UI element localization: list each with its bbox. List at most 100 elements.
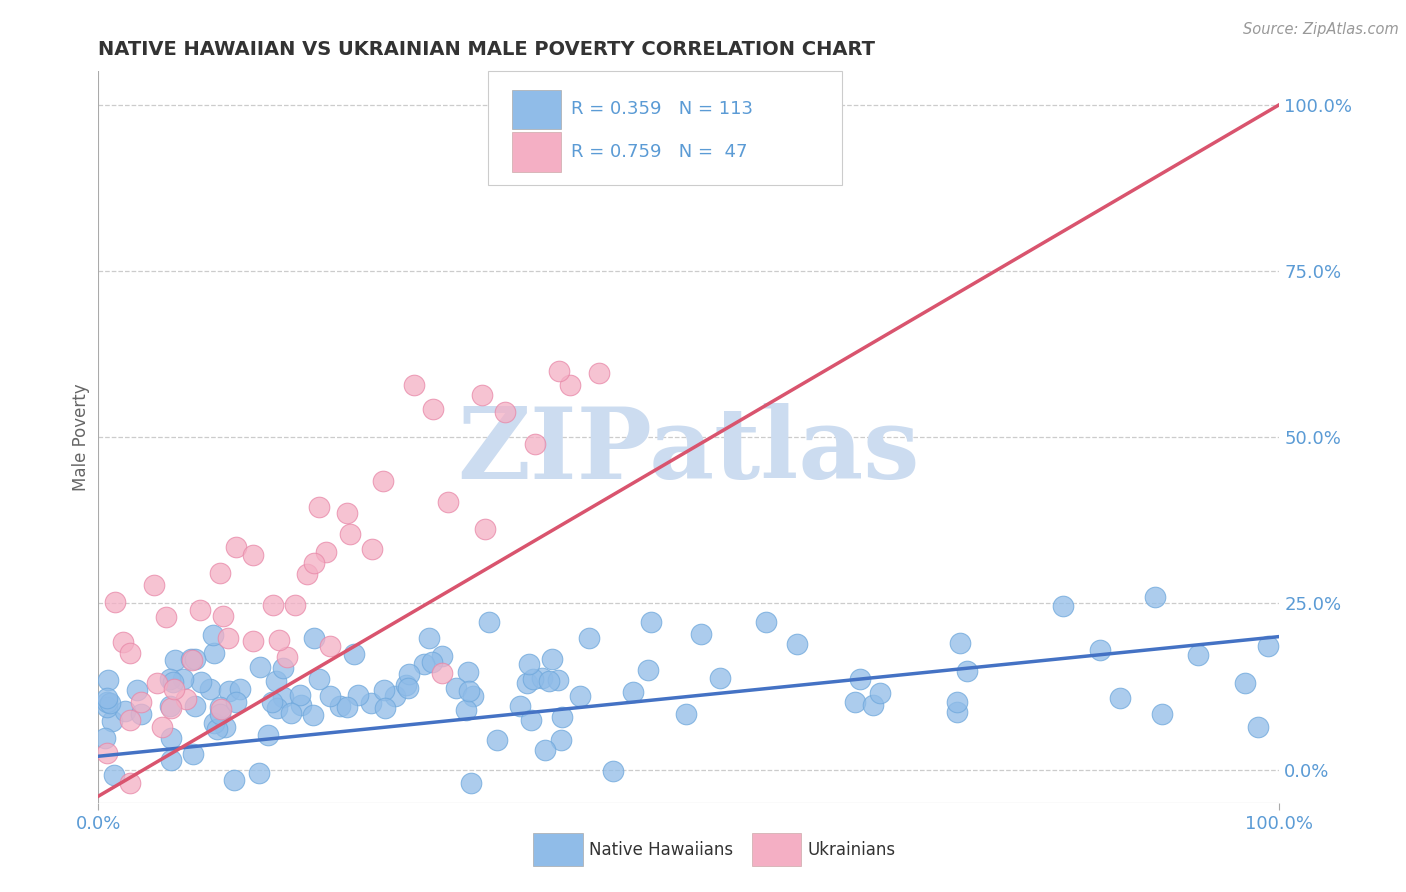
Point [1187,648,1209,662]
Point [190,602,212,616]
Point [129,695,152,709]
Point [339,526,361,541]
Point [457,665,479,679]
Point [360,696,382,710]
Point [404,377,426,392]
Point [150,720,173,734]
Point [103,768,125,782]
Point [373,683,395,698]
Point [202,715,225,730]
Point [1088,643,1111,657]
Point [869,686,891,700]
Point [96,691,118,706]
Point [225,540,247,554]
Point [538,673,561,688]
Point [461,690,484,704]
Point [420,655,443,669]
Point [114,704,136,718]
Point [201,627,224,641]
Point [180,653,202,667]
Point [568,690,591,704]
Point [176,692,198,706]
Point [301,707,323,722]
Point [640,615,662,629]
Point [474,521,496,535]
Point [96,747,118,761]
Point [273,690,295,705]
Point [533,743,555,757]
Point [460,776,482,790]
Point [297,567,319,582]
Point [184,698,207,713]
Point [242,548,264,562]
Point [384,689,406,703]
Point [519,714,541,728]
Point [249,660,271,674]
Point [260,695,283,709]
Point [308,500,330,515]
Point [163,682,186,697]
Point [478,615,501,629]
Point [101,714,124,728]
Text: NATIVE HAWAIIAN VS UKRAINIAN MALE POVERTY CORRELATION CHART: NATIVE HAWAIIAN VS UKRAINIAN MALE POVERT… [98,39,876,59]
Point [308,673,330,687]
Y-axis label: Male Poverty: Male Poverty [72,384,90,491]
Point [516,676,538,690]
Point [97,673,120,687]
Point [96,700,118,714]
Point [945,706,967,720]
Point [509,698,531,713]
Point [288,688,311,702]
Point [547,363,569,377]
Text: R = 0.759   N =  47: R = 0.759 N = 47 [571,143,748,161]
Text: R = 0.359   N = 113: R = 0.359 N = 113 [571,101,752,119]
Point [159,699,181,714]
Point [541,651,564,665]
Point [217,632,239,646]
Point [200,681,222,696]
FancyBboxPatch shape [512,89,561,129]
Point [228,681,250,696]
Point [209,701,232,715]
FancyBboxPatch shape [488,71,842,185]
Point [547,673,569,688]
Point [224,773,246,788]
FancyBboxPatch shape [512,132,561,171]
Point [709,671,731,685]
Point [180,652,202,666]
Point [436,495,458,509]
Point [1143,590,1166,604]
Point [444,681,467,695]
Point [523,437,546,451]
Point [413,657,436,671]
Point [318,639,340,653]
Point [862,698,884,712]
Point [98,696,121,710]
Point [486,733,509,747]
Point [208,566,231,581]
Point [329,699,352,714]
Point [1108,690,1130,705]
Point [522,673,544,687]
Point [690,627,713,641]
Point [208,699,231,714]
Point [637,663,659,677]
Point [120,776,142,790]
Point [212,608,235,623]
Point [172,672,194,686]
Point [956,664,979,678]
Point [159,731,181,746]
Text: ZIPatlas: ZIPatlas [458,403,920,500]
Point [422,401,444,416]
Point [945,695,967,709]
Point [343,648,366,662]
Point [336,506,359,520]
Point [93,731,115,745]
Point [588,366,610,380]
Point [471,388,494,402]
Point [159,753,181,767]
Point [159,672,181,686]
Point [560,377,582,392]
Text: Source: ZipAtlas.com: Source: ZipAtlas.com [1243,22,1399,37]
Point [242,634,264,648]
